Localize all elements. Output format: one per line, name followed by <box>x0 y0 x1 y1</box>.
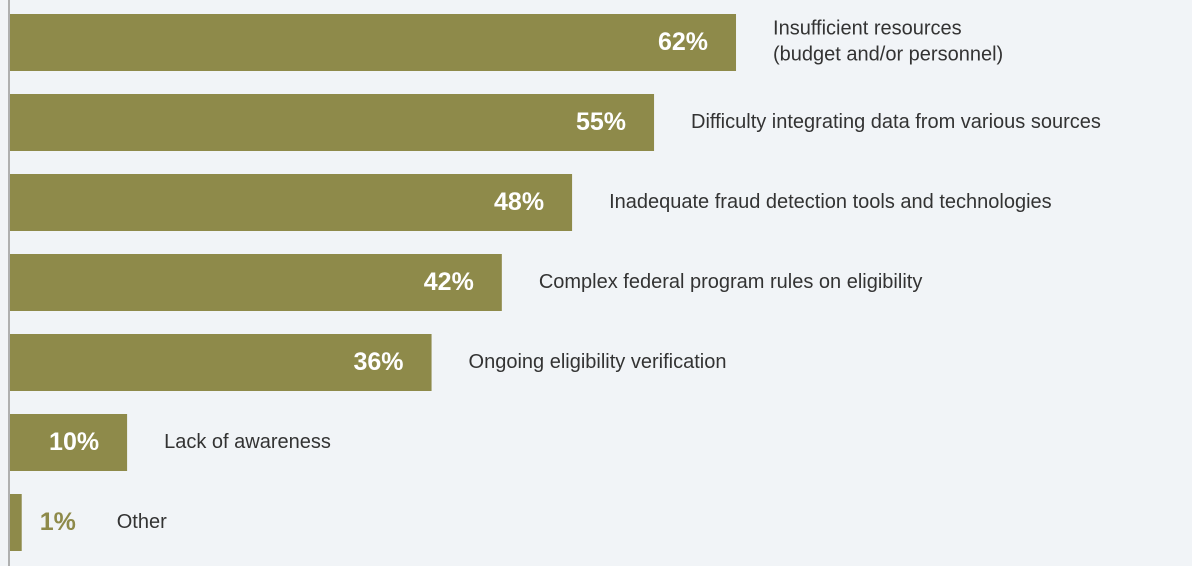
value-label: 1% <box>40 508 76 536</box>
category-label: Insufficient resources (budget and/or per… <box>773 18 1003 66</box>
value-label: 48% <box>494 188 544 216</box>
value-label: 55% <box>576 108 626 136</box>
value-label: 36% <box>354 348 404 376</box>
category-label: Other <box>117 511 167 533</box>
value-label: 62% <box>658 28 708 56</box>
category-label: Difficulty integrating data from various… <box>691 111 1101 133</box>
value-label: 42% <box>424 268 474 296</box>
category-label: Ongoing eligibility verification <box>469 351 727 373</box>
bar <box>10 94 655 151</box>
bar <box>10 174 573 231</box>
bar <box>10 494 22 551</box>
category-label: Lack of awareness <box>164 431 331 453</box>
bar <box>10 254 502 311</box>
category-label: Inadequate fraud detection tools and tec… <box>609 191 1052 213</box>
value-label: 10% <box>49 428 99 456</box>
bar <box>10 14 737 71</box>
category-label: Complex federal program rules on eligibi… <box>539 271 923 293</box>
bar <box>10 334 432 391</box>
bar <box>10 414 128 471</box>
